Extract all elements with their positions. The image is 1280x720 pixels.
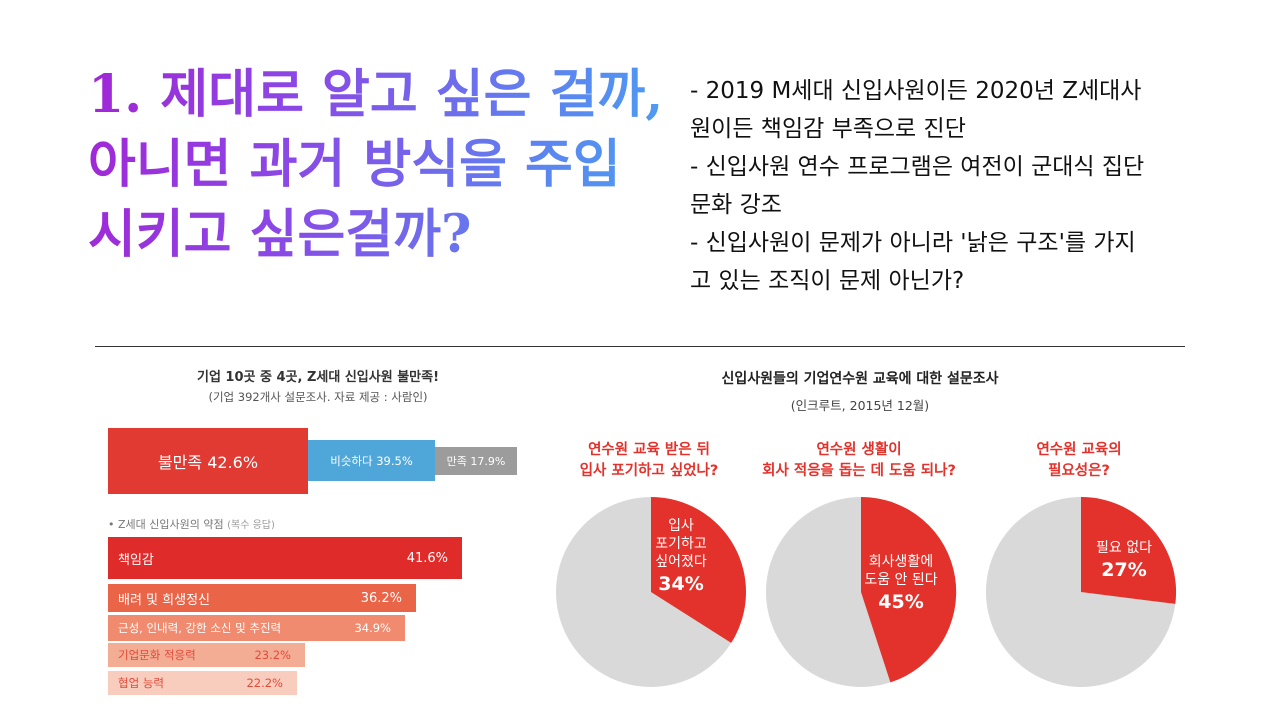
weakness-bar-label: 책임감 [118, 552, 154, 568]
pie-slice-label: 포기하고 [655, 536, 707, 552]
bullet-line: - 2019 M세대 신입사원이든 2020년 Z세대사 [690, 78, 1142, 104]
pie-section-title: 신입사원들의 기업연수원 교육에 대한 설문조사 [721, 371, 999, 387]
slide-title: 1. 제대로 알고 싶은 걸까, 아니면 과거 방식을 주입 시키고 싶은걸까? [88, 60, 688, 270]
weakness-bar-value: 34.9% [354, 621, 391, 635]
weakness-bar: 근성, 인내력, 강한 소신 및 추진력 34.9% [108, 615, 405, 641]
weakness-bar-label: 근성, 인내력, 강한 소신 및 추진력 [118, 621, 282, 635]
section-divider [95, 346, 1185, 347]
bullet-line: 고 있는 조직이 문제 아닌가? [690, 268, 965, 294]
weakness-bar-label: 협업 능력 [118, 676, 164, 690]
weakness-chart-title: • Z세대 신입사원의 약점 (복수 응답) [108, 516, 275, 532]
pie-slice-label: 회사생활에 [869, 554, 933, 570]
bullet-line: - 신입사원이 문제가 아니라 '낡은 구조'를 가지 [690, 230, 1136, 256]
weakness-title-note: (복수 응답) [227, 520, 275, 531]
weakness-bar: 기업문화 적응력 23.2% [108, 643, 305, 667]
weakness-bar-label: 배려 및 희생정신 [118, 592, 210, 608]
weakness-bar-value: 22.2% [246, 676, 283, 690]
pie-value-label: 34% [658, 573, 703, 595]
pie-question-1: 연수원 교육 받은 뒤 입사 포기하고 싶었나? [579, 442, 719, 479]
satisfaction-bar-satisfied: 만족 17.9% [435, 447, 517, 475]
pie-highlight-slice [861, 496, 957, 683]
pie-section-subtitle: (인크루트, 2015년 12월) [790, 398, 930, 413]
satisfaction-chart-title: 기업 10곳 중 4곳, Z세대 신입사원 불만족! [196, 370, 440, 385]
pie-question-3: 연수원 교육의 필요성은? [1036, 442, 1122, 479]
pie-slice-label: 도움 안 된다 [864, 572, 937, 588]
pie-highlight-slice [651, 497, 746, 643]
weakness-bar: 협업 능력 22.2% [108, 671, 297, 695]
weakness-title-text: • Z세대 신입사원의 약점 [108, 518, 224, 531]
bullet-line: - 신입사원 연수 프로그램은 여전이 군대식 집단 [690, 154, 1145, 180]
weakness-bar: 배려 및 희생정신 36.2% [108, 584, 416, 612]
satisfaction-bar-unsatisfied: 불만족 42.6% [108, 428, 308, 494]
weakness-bar-value: 36.2% [360, 590, 402, 606]
bullet-line: 문화 강조 [690, 192, 782, 218]
satisfaction-bar-similar: 비슷하다 39.5% [308, 440, 435, 481]
weakness-bar-value: 41.6% [406, 550, 448, 566]
pie-slice-label: 입사 [668, 518, 694, 534]
pie-question-2: 연수원 생활이 회사 적응을 돕는 데 도움 되나? [762, 442, 956, 479]
pie-highlight-slice [1081, 496, 1177, 604]
bullet-list: - 2019 M세대 신입사원이든 2020년 Z세대사 원이든 책임감 부족으… [690, 72, 1230, 300]
pie-value-label: 45% [878, 591, 923, 613]
pie-slice-label: 필요 없다 [1096, 540, 1152, 556]
satisfaction-chart-subtitle: (기업 392개사 설문조사. 자료 제공 : 사람인) [208, 390, 428, 404]
pie-slice-label: 싶어졌다 [655, 554, 707, 570]
pie-value-label: 27% [1101, 559, 1146, 581]
weakness-bar-label: 기업문화 적응력 [118, 648, 196, 662]
weakness-bar-value: 23.2% [254, 648, 291, 662]
weakness-bar: 책임감 41.6% [108, 537, 462, 579]
bullet-line: 원이든 책임감 부족으로 진단 [690, 116, 966, 142]
